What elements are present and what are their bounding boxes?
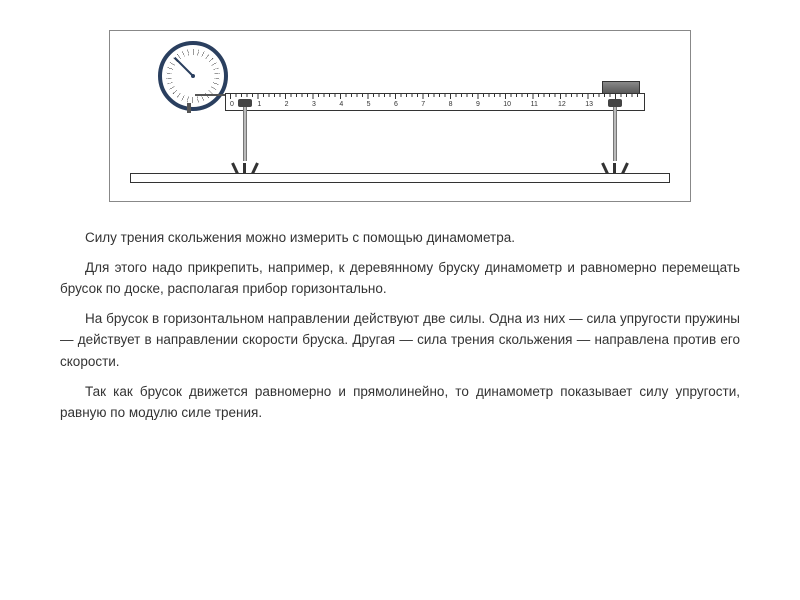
paragraph-2: Для этого надо прикрепить, например, к д… <box>60 257 740 300</box>
ruler-label: 9 <box>476 99 503 110</box>
ruler: 0 1 2 3 4 5 6 7 8 9 10 11 12 13 14 <box>225 93 645 111</box>
ruler-ticks <box>230 94 640 99</box>
ruler-label: 5 <box>367 99 394 110</box>
stand-clamp <box>608 99 622 107</box>
ruler-label: 11 <box>531 99 558 110</box>
ruler-label: 7 <box>421 99 448 110</box>
body-text: Силу трения скольжения можно измерить с … <box>60 227 740 424</box>
ruler-label: 3 <box>312 99 339 110</box>
table-surface <box>130 173 670 183</box>
stand-pole <box>243 103 247 161</box>
stand-clamp <box>238 99 252 107</box>
paragraph-1: Силу трения скольжения можно измерить с … <box>60 227 740 249</box>
paragraph-4: Так как брусок движется равномерно и пря… <box>60 381 740 424</box>
apparatus-figure: 0 1 2 3 4 5 6 7 8 9 10 11 12 13 14 <box>109 30 691 202</box>
gauge-stem <box>187 103 191 113</box>
dynamometer-dial <box>158 41 228 111</box>
ruler-label: 6 <box>394 99 421 110</box>
ruler-label: 10 <box>503 99 530 110</box>
ruler-label: 4 <box>339 99 366 110</box>
ruler-label: 1 <box>257 99 284 110</box>
ruler-label: 12 <box>558 99 585 110</box>
paragraph-3: На брусок в горизонтальном направлении д… <box>60 308 740 373</box>
stand-pole <box>613 103 617 161</box>
ruler-label: 8 <box>449 99 476 110</box>
dial-pivot <box>191 74 195 78</box>
ruler-label: 2 <box>285 99 312 110</box>
